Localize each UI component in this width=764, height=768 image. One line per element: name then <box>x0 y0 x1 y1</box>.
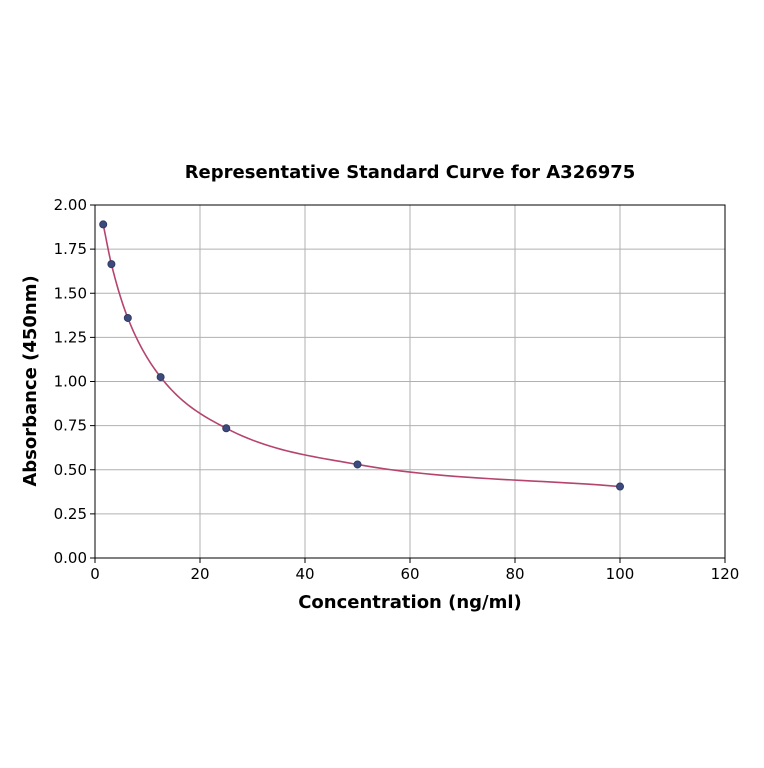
y-tick-label: 2.00 <box>54 196 87 214</box>
y-axis-label: Absorbance (450nm) <box>20 275 41 486</box>
y-tick-label: 0.75 <box>54 417 87 435</box>
x-tick-label: 0 <box>90 565 100 583</box>
y-tick-label: 0.25 <box>54 505 87 523</box>
data-point <box>222 424 231 433</box>
x-tick-label: 60 <box>400 565 419 583</box>
fit-curve <box>102 224 621 488</box>
x-tick-label: 20 <box>190 565 209 583</box>
y-tick-label: 1.50 <box>54 284 87 302</box>
y-tick-label: 1.75 <box>54 240 87 258</box>
x-tick-label: 120 <box>711 565 740 583</box>
data-point <box>107 260 116 269</box>
chart-title: Representative Standard Curve for A32697… <box>185 162 636 183</box>
data-point <box>616 482 625 491</box>
y-tick-label: 0.50 <box>54 461 87 479</box>
data-point <box>99 220 108 229</box>
data-point <box>123 313 132 322</box>
x-ticks: 0 20 40 60 80 100 120 <box>90 558 739 583</box>
x-tick-label: 80 <box>505 565 524 583</box>
y-ticks: 0.00 0.25 0.50 0.75 1.00 1.25 1.50 1.75 2.00 <box>54 196 95 567</box>
y-tick-label: 0.00 <box>54 549 87 567</box>
y-tick-label: 1.00 <box>54 373 87 391</box>
grid <box>94 204 726 559</box>
data-point <box>156 373 165 382</box>
y-tick-label: 1.25 <box>54 328 87 346</box>
x-tick-label: 40 <box>295 565 314 583</box>
x-tick-label: 100 <box>606 565 635 583</box>
data-points <box>99 220 625 491</box>
x-axis-label: Concentration (ng/ml) <box>298 592 522 613</box>
data-point <box>353 460 362 469</box>
fit-curve-layer <box>102 224 621 488</box>
